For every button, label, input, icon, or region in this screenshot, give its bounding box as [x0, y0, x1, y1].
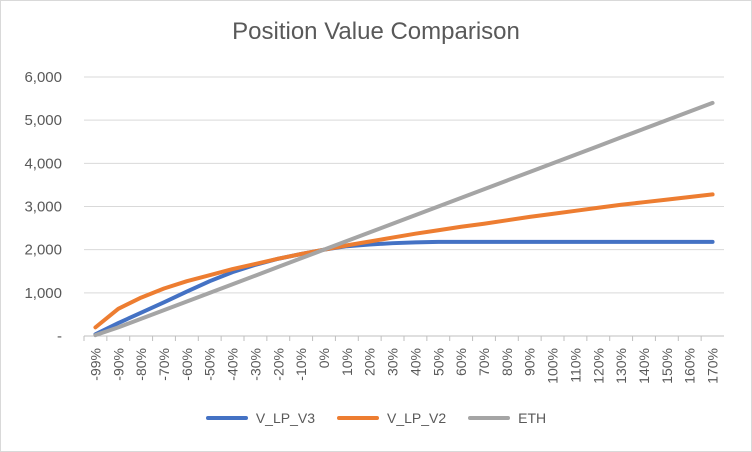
y-tick-label: 4,000: [24, 155, 62, 172]
x-tick-label: -90%: [110, 348, 126, 381]
x-tick-label: -50%: [202, 348, 218, 381]
chart-title: Position Value Comparison: [232, 18, 520, 45]
x-tick-label: -30%: [247, 348, 263, 381]
x-tick-label: 10%: [339, 348, 355, 376]
x-tick-label: -99%: [87, 348, 103, 381]
y-tick-label: 1,000: [24, 285, 62, 302]
legend-item: V_LP_V3: [205, 410, 315, 426]
x-tick-label: 170%: [705, 348, 721, 384]
series-line-eth: [93, 100, 715, 338]
series-line-v-lp-v3: [93, 239, 715, 337]
x-tick-label: 50%: [430, 348, 446, 376]
x-tick-label: -20%: [270, 348, 286, 381]
x-axis-ticks: -99% -90% -80% -70% -60% -50% -40% -30% -20% -10%…: [87, 348, 720, 384]
legend: V_LP_V3 V_LP_V2 ETH: [0, 410, 752, 426]
x-tick-label: 90%: [522, 348, 538, 376]
x-tick-label: 140%: [636, 348, 652, 384]
x-tick-label: -40%: [225, 348, 241, 381]
x-tick-label: 100%: [545, 348, 561, 384]
y-tick-label: 3,000: [24, 199, 62, 216]
x-tick-label: -60%: [179, 348, 195, 381]
legend-label: V_LP_V3: [255, 410, 315, 426]
legend-label: V_LP_V2: [387, 410, 447, 426]
x-tick-label: 130%: [613, 348, 629, 384]
x-tick-label: 70%: [476, 348, 492, 376]
y-tick-label: 5,000: [24, 112, 62, 129]
y-tick-label: -: [57, 328, 62, 345]
legend-swatch: [468, 416, 511, 420]
x-tick-label: 0%: [316, 348, 332, 368]
y-axis-ticks: - 1,000 2,000 3,000 4,000 5,000 6,000: [24, 69, 62, 345]
x-tick-label: 150%: [659, 348, 675, 384]
legend-swatch: [205, 416, 248, 420]
x-tick-label: -10%: [293, 348, 309, 381]
x-tick-label: 30%: [385, 348, 401, 376]
x-tick-label: -80%: [133, 348, 149, 381]
legend-label: ETH: [518, 410, 547, 426]
x-tick-label: 20%: [362, 348, 378, 376]
y-tick-label: 6,000: [24, 69, 62, 86]
legend-swatch: [337, 416, 379, 420]
x-tick-label: 110%: [567, 348, 583, 383]
x-tick-label: 60%: [453, 348, 469, 376]
legend-item: V_LP_V2: [337, 410, 446, 426]
series-lines: [93, 100, 715, 338]
legend-item: ETH: [468, 410, 546, 426]
series-line-v-lp-v2: [93, 192, 715, 330]
x-tick-label: 120%: [590, 348, 606, 384]
gridlines: [83, 76, 724, 341]
x-tick-label: 40%: [407, 348, 423, 376]
x-tick-label: 160%: [682, 348, 698, 384]
y-tick-label: 2,000: [24, 242, 62, 259]
x-tick-label: 80%: [499, 348, 515, 376]
x-tick-label: -70%: [156, 348, 172, 381]
